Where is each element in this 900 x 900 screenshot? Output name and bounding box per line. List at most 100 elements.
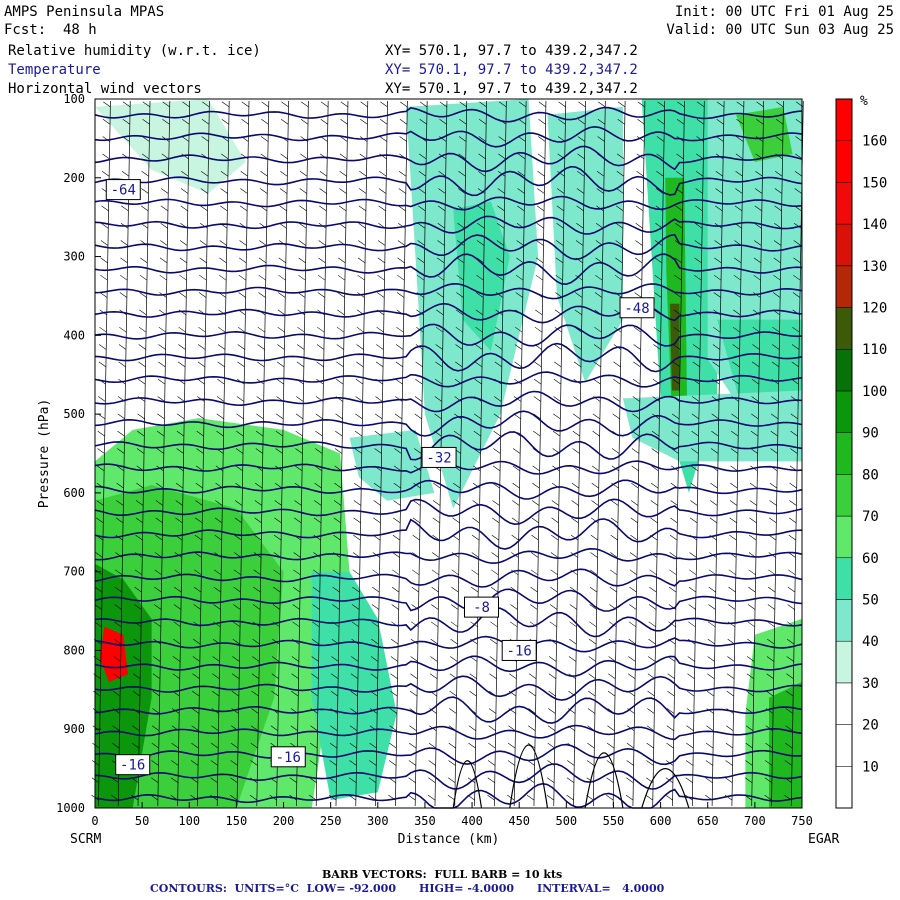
- barb-flag: [408, 794, 416, 801]
- barb-flag: [428, 760, 436, 766]
- barb-flag: [553, 378, 562, 385]
- barb-flag: [726, 725, 734, 732]
- barb-flag: [333, 517, 341, 524]
- barb-flag: [574, 309, 583, 316]
- barb-flag: [253, 586, 261, 593]
- barb-flag: [131, 742, 140, 749]
- barb-flag: [477, 205, 485, 212]
- barb-flag: [554, 344, 562, 350]
- barb-flag: [298, 257, 306, 264]
- barb-flag: [750, 430, 759, 437]
- barb-flag: [615, 240, 623, 246]
- barb-flag: [436, 309, 444, 316]
- barb-flag: [141, 170, 149, 177]
- barb-flag: [252, 656, 260, 662]
- barb-flag: [751, 361, 760, 368]
- barb-flag: [489, 673, 497, 680]
- barb-flag: [736, 136, 744, 142]
- barb-flag: [413, 448, 422, 454]
- barb-flag: [648, 638, 656, 645]
- barb-flag: [468, 725, 477, 732]
- colorbar-tick-label: 90: [862, 426, 879, 442]
- barb-flag: [317, 326, 325, 333]
- barb-flag: [375, 361, 384, 368]
- barb-flag: [730, 482, 738, 489]
- x-tick-label: 400: [461, 814, 483, 828]
- barb-flag: [235, 465, 243, 472]
- barb-flag: [160, 222, 168, 229]
- barb-flag: [199, 274, 207, 281]
- barb-flag: [395, 361, 404, 368]
- barb-flag: [715, 188, 723, 194]
- barb-flag: [312, 621, 320, 628]
- barb-flag: [675, 205, 683, 212]
- colorbar-segment: [835, 599, 853, 642]
- barb-flag: [450, 656, 458, 662]
- barb-flag: [397, 257, 405, 264]
- barb-flag: [736, 101, 744, 108]
- barb-flag: [372, 586, 380, 593]
- barb-flag: [633, 326, 642, 333]
- barb-flag: [557, 170, 565, 177]
- barb-flag: [507, 742, 516, 749]
- barb-flag: [670, 517, 678, 524]
- barb-flag: [452, 500, 461, 506]
- barb-flag: [213, 586, 222, 593]
- barb-flag: [509, 673, 517, 680]
- barb-flag: [653, 344, 661, 350]
- barb-flag: [369, 742, 377, 749]
- barb-flag: [571, 517, 579, 524]
- barb-flag: [613, 378, 621, 385]
- barb-flag: [645, 794, 654, 801]
- barb-flag: [455, 361, 463, 368]
- barb-flag: [578, 101, 586, 108]
- barb-flag: [408, 777, 416, 784]
- barb-flag: [610, 534, 618, 541]
- barb-flag: [408, 760, 417, 766]
- barb-flag: [548, 708, 556, 714]
- barb-flag: [278, 292, 286, 298]
- barb-flag: [260, 188, 268, 194]
- barb-flag: [551, 517, 559, 524]
- x-tick-label: 50: [135, 814, 149, 828]
- barb-flag: [255, 482, 263, 489]
- barb-flag: [390, 638, 399, 645]
- barb-flag: [312, 604, 320, 610]
- barb-flag: [173, 638, 181, 645]
- barb-flag: [220, 188, 228, 194]
- barb-flag: [318, 257, 326, 264]
- barb-flag: [511, 534, 519, 541]
- barb-flag: [788, 534, 796, 541]
- barb-flag: [299, 205, 307, 212]
- barb-flag: [536, 222, 544, 229]
- barb-flag: [236, 430, 244, 437]
- isotherm: [94, 675, 803, 701]
- barb-flag: [252, 638, 260, 645]
- colorbar-segment: [835, 515, 853, 559]
- barb-flag: [96, 465, 105, 472]
- barb-flag: [397, 274, 405, 281]
- barb-flag: [379, 118, 388, 125]
- barb-flag: [277, 344, 285, 350]
- barb-flag: [200, 188, 208, 194]
- barb-flag: [193, 604, 201, 610]
- barb-flag: [432, 517, 440, 524]
- barb-flag: [507, 760, 516, 766]
- barb-flag: [669, 569, 677, 576]
- barb-flag: [552, 430, 561, 437]
- barb-flag: [691, 413, 700, 420]
- barb-flag: [594, 292, 603, 298]
- barb-flag: [409, 725, 417, 732]
- barb-flag: [686, 742, 694, 749]
- barb-flag: [317, 274, 326, 281]
- barb-flag: [221, 118, 229, 125]
- isotherm: [94, 607, 803, 638]
- barb-flag: [297, 292, 306, 298]
- field-wind-name: Horizontal wind vectors: [8, 81, 202, 97]
- barb-flag: [114, 604, 122, 610]
- field-temp-name: Temperature: [8, 62, 101, 78]
- barb-flag: [693, 309, 701, 316]
- barb-flag: [591, 465, 600, 472]
- barb-flag: [533, 378, 542, 385]
- barb-flag: [489, 638, 498, 645]
